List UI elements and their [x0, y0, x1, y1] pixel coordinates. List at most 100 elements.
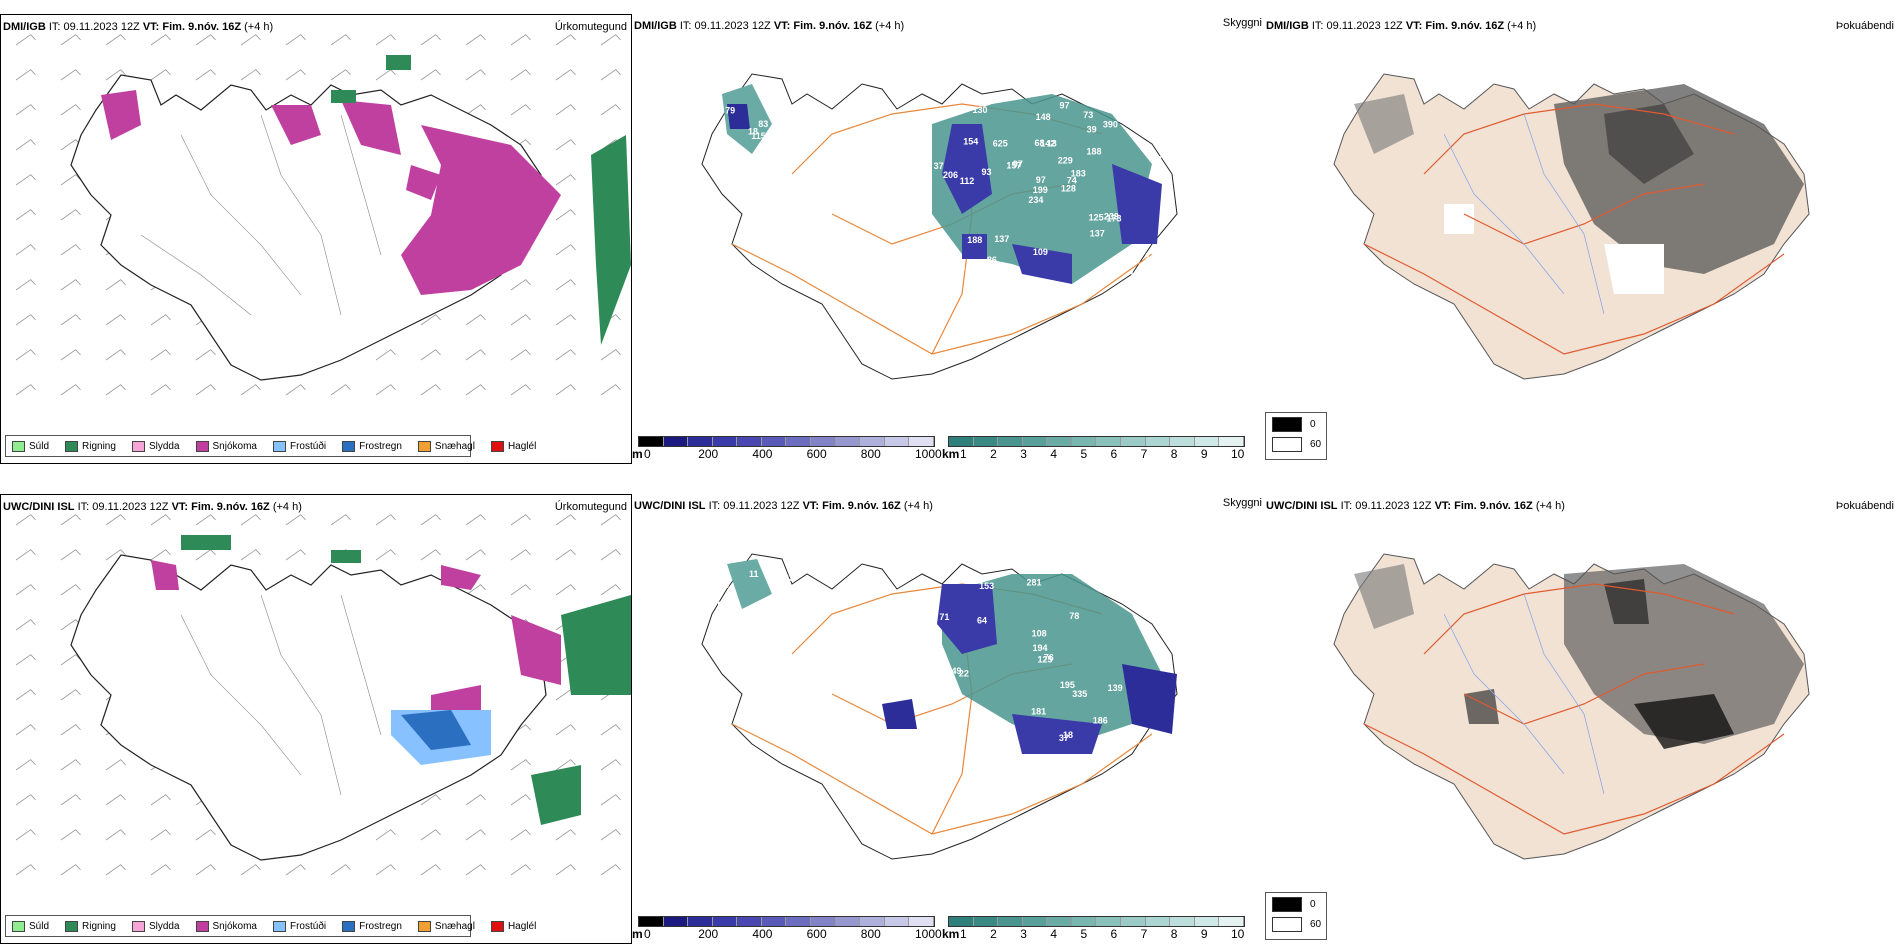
- vis-value-label: 183: [1071, 168, 1086, 178]
- vis-value-label: 109: [1033, 247, 1048, 257]
- vis-value-label: 186: [1093, 715, 1108, 725]
- vis-value-label: 149: [947, 666, 962, 676]
- wind-barb: [510, 829, 531, 841]
- wind-barb: [105, 864, 126, 876]
- ceiling_scale-tick: 800: [860, 447, 881, 461]
- precip-legend-2: Súld Rigning Slydda Snjókoma Frostúði Frostre…: [5, 915, 536, 937]
- ceiling_scale-tick: 200: [698, 447, 719, 461]
- wind-barb: [195, 384, 216, 396]
- legend-item: Haglél: [490, 920, 536, 932]
- colorbar-cell: [835, 437, 861, 446]
- wind-barb: [555, 104, 576, 116]
- wind-barb: [15, 514, 36, 526]
- fog-legend-row: 60: [1272, 917, 1321, 932]
- fog-legend-1: 0 60: [1265, 412, 1327, 460]
- fog-panel-1: DMI/IGB IT: 09.11.2023 12Z VT: Fim. 9.nó…: [1264, 14, 1900, 464]
- wind-barb: [15, 244, 36, 256]
- wind-barb: [465, 104, 486, 116]
- colorbar-cell: [1145, 917, 1171, 926]
- visibility_scale-tick: 5: [1080, 927, 1088, 941]
- legend-label: Frostregn: [359, 920, 402, 932]
- wind-barb: [60, 514, 81, 526]
- wind-barb: [285, 69, 306, 81]
- wind-barb: [465, 794, 486, 806]
- wind-barb: [60, 314, 81, 326]
- legend-item: Rigning: [65, 920, 116, 932]
- vis-value-label: 148: [1036, 112, 1051, 122]
- wind-barb: [510, 549, 531, 561]
- ceiling_scale-tick: 400: [752, 927, 773, 941]
- wind-barb: [285, 384, 306, 396]
- legend-swatch: [12, 440, 25, 452]
- colorbar-cell: [1022, 437, 1048, 446]
- vis-areas-1: [722, 84, 1162, 284]
- wind-barb: [60, 724, 81, 736]
- precip-areas-2: [151, 535, 631, 825]
- wind-barb: [420, 514, 441, 526]
- wind-barb: [465, 69, 486, 81]
- vis-value-label: 112: [960, 176, 975, 186]
- vis-value-label: 390: [1103, 120, 1118, 130]
- wind-barb: [555, 244, 576, 256]
- wind-barb: [375, 864, 396, 876]
- wind-barb: [465, 314, 486, 326]
- wind-barb: [15, 829, 36, 841]
- wind-barb: [510, 104, 531, 116]
- wind-barb: [150, 864, 171, 876]
- legend-label: Slydda: [148, 920, 180, 932]
- vis-value-label: 173: [1107, 214, 1122, 224]
- wind-barb: [375, 69, 396, 81]
- vis-value-label: 125: [1089, 212, 1104, 222]
- wind-barb: [600, 514, 621, 526]
- colorbar-cell: [639, 437, 664, 446]
- ceiling_scale-unit: m: [632, 927, 643, 941]
- ceiling_scale-tick: 800: [860, 927, 881, 941]
- wind-barb: [510, 279, 531, 291]
- vis-value-label: 11: [749, 569, 759, 579]
- precip-areas-1: [101, 55, 631, 345]
- roads-fog-2: [1363, 583, 1785, 835]
- wind-barb: [195, 549, 216, 561]
- wind-barb: [330, 384, 351, 396]
- ceiling_scale-colorbar-strip: [638, 436, 935, 447]
- wind-barb: [105, 759, 126, 771]
- visibility_scale-tick: 3: [1020, 447, 1027, 461]
- wind-barb: [105, 279, 126, 291]
- ceiling_scale-tick: 400: [752, 447, 773, 461]
- wind-barb: [195, 69, 216, 81]
- wind-barb: [15, 549, 36, 561]
- wind-barb: [240, 514, 261, 526]
- wind-barb: [420, 34, 441, 46]
- fog-label: 0: [1310, 899, 1316, 910]
- ceiling-colorbar-1: m 0 200 400 600 800 1000: [632, 436, 942, 466]
- colorbar-cell: [688, 917, 713, 926]
- wind-barb: [465, 349, 486, 361]
- fog-swatch: [1272, 437, 1302, 452]
- wind-barb: [60, 654, 81, 666]
- legend-label: Súld: [29, 440, 50, 452]
- visibility_scale-colorbar-strip: [948, 916, 1245, 927]
- vis-value-label: 97: [1013, 159, 1023, 169]
- wind-barb: [15, 759, 36, 771]
- vis-panel-1: 115 79 18 16 83 71 73 13 39 128 130 121 112 133 234 188…: [632, 14, 1262, 464]
- colorbar-cell: [860, 437, 885, 446]
- wind-barb: [60, 104, 81, 116]
- legend-label: Snjókoma: [212, 440, 257, 452]
- fog-header-1: DMI/IGB IT: 09.11.2023 12Z VT: Fim. 9.nó…: [1266, 20, 1537, 32]
- wind-barb: [60, 584, 81, 596]
- wind-barb: [105, 794, 126, 806]
- vis-value-label: 18: [1063, 730, 1073, 740]
- fog-map-1: [1333, 73, 1810, 380]
- wind-barb: [465, 384, 486, 396]
- colorbar-cell: [1219, 437, 1244, 446]
- vis-value-label: 73: [980, 710, 990, 720]
- wind-barb: [15, 104, 36, 116]
- legend-swatch: [195, 920, 209, 932]
- visibility_scale-tick: 8: [1170, 447, 1178, 461]
- vis-value-label: 71: [737, 149, 747, 159]
- roads-fog-1: [1363, 103, 1785, 355]
- vis-value-labels-2: 93 11 16 23 80 82 22 78 108 122 76 139 281 71 64 73 18 14…: [718, 569, 1166, 756]
- row-1: DMI/IGB IT: 09.11.2023 12Z VT: Fim. 9.nó…: [0, 0, 1900, 470]
- precip-title-2: Úrkomutegund: [554, 501, 627, 513]
- wind-barb: [105, 829, 126, 841]
